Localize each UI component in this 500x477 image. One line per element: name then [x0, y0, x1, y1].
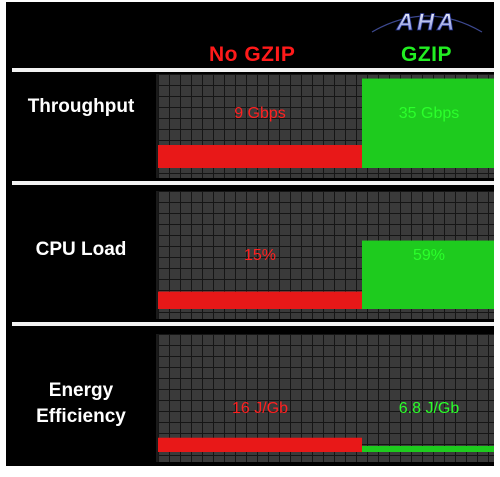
- gzip-header: GZIP: [401, 43, 453, 66]
- cpu-load-label: CPU Load: [35, 239, 127, 260]
- energy-efficiency-plot: [158, 437, 494, 452]
- throughput-gzip-value: 35 Gbps: [398, 105, 460, 122]
- throughput-no-gzip-bar: [158, 145, 362, 168]
- no-gzip-header: No GZIP: [209, 43, 296, 66]
- divider: [12, 68, 494, 72]
- cpu-load-no-gzip-bar: [158, 291, 362, 309]
- energy-efficiency-label: Energy Efficiency: [36, 380, 126, 427]
- energy-efficiency-gzip-bar: [362, 445, 494, 452]
- throughput-plot: [158, 78, 494, 168]
- logo-text: AHA: [396, 9, 458, 34]
- energy-efficiency-gzip-value: 6.8 J/Gb: [398, 400, 460, 417]
- throughput-label: Throughput: [27, 96, 135, 117]
- cpu-load-panel: 15% 59%: [156, 191, 494, 319]
- divider: [12, 322, 494, 326]
- cpu-load-gzip-bar: [362, 240, 494, 309]
- divider: [12, 181, 494, 185]
- cpu-load-plot: [158, 240, 494, 309]
- aha-logo: AHA: [368, 6, 486, 36]
- throughput-no-gzip-value: 9 Gbps: [234, 105, 286, 122]
- throughput-gzip-bar: [362, 78, 494, 168]
- energy-efficiency-panel: 16 J/Gb 6.8 J/Gb: [156, 334, 494, 462]
- energy-efficiency-no-gzip-bar: [158, 437, 362, 452]
- cpu-load-gzip-value: 59%: [412, 247, 446, 264]
- energy-efficiency-no-gzip-value: 16 J/Gb: [231, 400, 289, 417]
- throughput-panel: 9 Gbps 35 Gbps: [156, 74, 494, 178]
- comparison-chart: AHA No GZIP GZIP Throughput 9 Gbps 35 Gb…: [6, 2, 494, 466]
- cpu-load-no-gzip-value: 15%: [243, 247, 277, 264]
